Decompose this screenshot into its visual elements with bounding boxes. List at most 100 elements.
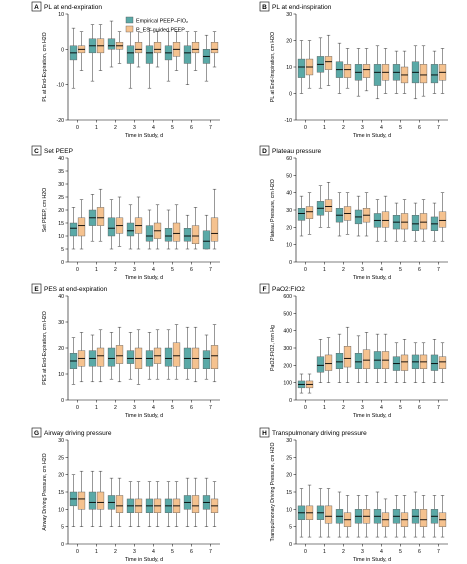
box-empirical bbox=[297, 373, 306, 394]
box-empirical bbox=[183, 326, 192, 380]
box-iqr bbox=[164, 347, 173, 367]
box-empirical bbox=[373, 45, 382, 100]
box-iqr bbox=[96, 347, 105, 367]
y-axis-label: PaO2:FIO2, mm Hg bbox=[270, 325, 276, 371]
box-guided bbox=[77, 31, 86, 71]
box-iqr bbox=[88, 491, 97, 510]
box-guided bbox=[210, 481, 219, 527]
box-iqr bbox=[126, 45, 135, 64]
box-empirical bbox=[145, 332, 154, 380]
panel-title: Transpulmonary driving pressure bbox=[272, 430, 367, 437]
box-iqr bbox=[183, 45, 192, 64]
panel-f: F PaO2:FIO2 0 100 200 300 400 500 600 PaO2:FIO2, … bbox=[259, 283, 448, 419]
box-iqr bbox=[145, 45, 154, 64]
y-tick-label: 30 bbox=[58, 320, 64, 326]
y-tick-label: 20 bbox=[58, 473, 64, 479]
box-iqr bbox=[324, 199, 333, 212]
box-guided bbox=[115, 477, 124, 527]
box-guided bbox=[96, 24, 105, 71]
box-guided bbox=[96, 329, 105, 383]
box-guided bbox=[324, 488, 333, 538]
x-tick-label: 7 bbox=[437, 549, 440, 555]
y-tick-label: 30 bbox=[286, 438, 292, 444]
box-empirical bbox=[88, 194, 97, 242]
box-iqr bbox=[411, 214, 420, 231]
box-empirical bbox=[164, 329, 173, 380]
box-guided bbox=[419, 495, 428, 538]
legend-label: Empirical PEEP–FIO₂ bbox=[136, 18, 188, 24]
box-guided bbox=[305, 40, 314, 89]
box-guided bbox=[343, 48, 352, 89]
box-guided bbox=[362, 495, 371, 538]
box-guided bbox=[381, 195, 390, 242]
x-tick-label: 0 bbox=[76, 549, 79, 555]
panel-letter-badge bbox=[259, 1, 270, 12]
box-empirical bbox=[373, 199, 382, 242]
box-guided bbox=[115, 196, 124, 247]
box-iqr bbox=[343, 346, 352, 368]
box-guided bbox=[438, 48, 447, 94]
box-guided bbox=[324, 337, 333, 383]
box-iqr bbox=[400, 213, 409, 230]
x-tick-label: 1 bbox=[323, 549, 326, 555]
panel-letter: G bbox=[34, 430, 39, 437]
box-empirical bbox=[107, 332, 116, 380]
box-guided bbox=[134, 329, 143, 385]
x-axis-label: Time in Study, d bbox=[353, 133, 391, 139]
box-guided bbox=[153, 481, 162, 527]
box-empirical bbox=[430, 50, 439, 94]
box-empirical bbox=[145, 27, 154, 89]
x-tick-label: 4 bbox=[380, 549, 383, 555]
x-tick-label: 4 bbox=[380, 267, 383, 273]
box-iqr bbox=[400, 354, 409, 371]
box-empirical bbox=[373, 333, 382, 383]
panel-letter: B bbox=[262, 4, 267, 11]
box-guided bbox=[96, 470, 105, 527]
panel-title: PL at end-expiration bbox=[44, 4, 102, 11]
x-tick-label: 7 bbox=[209, 267, 212, 273]
box-iqr bbox=[172, 342, 181, 367]
box-empirical bbox=[411, 202, 420, 242]
box-empirical bbox=[316, 339, 325, 383]
x-tick-label: 1 bbox=[95, 549, 98, 555]
box-empirical bbox=[202, 34, 211, 82]
box-iqr bbox=[183, 227, 192, 242]
box-guided bbox=[400, 50, 409, 94]
panel-g: G Airway driving pressure051015202530Airw… bbox=[31, 427, 220, 563]
x-tick-label: 3 bbox=[361, 267, 364, 273]
y-tick-label: 40 bbox=[58, 294, 64, 300]
y-axis-label: PL at End-Expiration, cm H2O bbox=[42, 32, 48, 101]
panel-letter-badge bbox=[259, 427, 270, 438]
box-guided bbox=[77, 199, 86, 250]
box-empirical bbox=[107, 199, 116, 250]
box-iqr bbox=[362, 349, 371, 370]
x-tick-label: 0 bbox=[304, 125, 307, 131]
box-empirical bbox=[88, 470, 97, 527]
box-iqr bbox=[419, 509, 428, 527]
panel-title: Set PEEP bbox=[44, 148, 73, 155]
box-empirical bbox=[164, 481, 173, 527]
box-guided bbox=[305, 484, 314, 538]
box-iqr bbox=[324, 56, 333, 70]
box-guided bbox=[343, 192, 352, 235]
y-tick-label: 0 bbox=[289, 542, 292, 548]
x-tick-label: 2 bbox=[114, 125, 117, 131]
y-tick-label: 60 bbox=[286, 156, 292, 162]
y-tick-label: 500 bbox=[283, 311, 292, 317]
box-iqr bbox=[77, 491, 86, 510]
x-axis-label: Time in Study, d bbox=[125, 133, 163, 139]
box-iqr bbox=[96, 491, 105, 510]
x-tick-label: 0 bbox=[76, 267, 79, 273]
box-guided bbox=[191, 477, 200, 527]
box-guided bbox=[343, 326, 352, 383]
y-tick-label: 40 bbox=[286, 191, 292, 197]
box-empirical bbox=[202, 477, 211, 527]
box-empirical bbox=[88, 24, 97, 82]
box-iqr bbox=[210, 345, 219, 369]
box-guided bbox=[115, 326, 124, 383]
y-tick-label: 600 bbox=[283, 294, 292, 300]
box-guided bbox=[400, 339, 409, 383]
box-empirical bbox=[392, 202, 401, 242]
x-tick-label: 5 bbox=[171, 267, 174, 273]
